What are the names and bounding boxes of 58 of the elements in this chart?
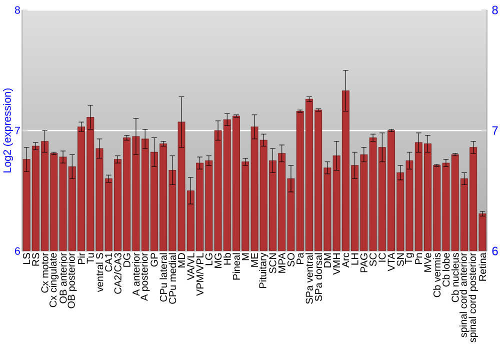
x-tick-label: PAG xyxy=(360,253,368,272)
x-tick-label: VTA xyxy=(388,252,395,272)
x-tick-label: Cx cingulate xyxy=(49,253,59,308)
x-tick-label: Cb lobe xyxy=(442,253,450,287)
x-tick-label: RS xyxy=(32,253,40,266)
x-tick-label: MVe xyxy=(424,253,432,272)
x-tick-label: Pineal xyxy=(232,253,240,280)
x-tick-label: IC xyxy=(378,252,386,262)
x-tick-label: SN xyxy=(396,253,404,266)
x-tick-label: A anterior xyxy=(132,252,140,296)
x-tick-label: Cb vermis xyxy=(433,252,441,298)
x-tick-label: Pa xyxy=(296,252,304,264)
x-tick-label: Pir xyxy=(78,252,85,264)
x-tick-label: MG xyxy=(214,253,222,268)
x-tick-label: Retina xyxy=(478,252,486,281)
x-tick-label: M xyxy=(242,253,249,260)
y-tick-label: 7 xyxy=(15,126,20,134)
y-tick-label: 8 xyxy=(14,6,20,14)
y2-tick-label: 6 xyxy=(492,246,498,256)
x-tick-label: MPA xyxy=(278,252,286,273)
x-tick-label: LH xyxy=(351,253,358,265)
x-tick-label: CPu medial xyxy=(168,253,176,304)
x-tick-label: SO xyxy=(287,253,295,267)
x-tick-label: MD xyxy=(178,253,185,268)
y2-tick-label: 7 xyxy=(492,126,498,135)
x-tick-label: VMH xyxy=(333,253,340,275)
x-tick-label: DM xyxy=(324,253,331,268)
x-tick-label: SPa dorsal xyxy=(314,253,322,302)
x-tick-label: Hb xyxy=(223,253,231,265)
x-tick-label: Tu xyxy=(86,253,94,264)
x-tick-label: LS xyxy=(23,253,30,264)
x-tick-label: SPa ventral xyxy=(306,253,313,304)
x-tick-label: OB posterior xyxy=(67,252,77,308)
x-tick-label: CPu lateral xyxy=(160,253,168,302)
x-tick-label: Cb nucleus xyxy=(451,252,459,302)
x-tick-label: spinal cord anterior xyxy=(460,252,469,338)
x-tick-label: SC xyxy=(369,252,377,266)
x-tick-label: CA2/CA3 xyxy=(114,253,122,294)
x-tick-label: OB anterior xyxy=(59,252,67,304)
y-tick-label: 6 xyxy=(15,247,20,255)
x-tick-label: GP xyxy=(150,253,158,267)
x-tick-label: VA/VL xyxy=(187,252,194,280)
x-tick-label: Pn xyxy=(415,253,422,264)
y-axis-title: Log2 (expression) xyxy=(3,88,14,172)
x-tick-label: SCN xyxy=(269,253,276,274)
x-tick-label: A posterior xyxy=(140,252,150,301)
x-tick-label: Cx motor xyxy=(41,252,48,293)
x-tick-label: Tg xyxy=(405,253,414,264)
x-tick-label: Arc xyxy=(342,252,350,268)
x-tick-label: ME xyxy=(251,253,258,267)
x-tick-label: spinal cord posterior xyxy=(468,252,478,342)
x-tick-label: ventral S xyxy=(96,253,104,292)
x-tick-label: Pituitary xyxy=(258,252,268,288)
x-tick-label: LG xyxy=(205,253,212,266)
x-tick-label: CA1 xyxy=(105,253,112,272)
x-tick-label: DG xyxy=(123,253,130,267)
y2-tick-label: 8 xyxy=(492,6,498,14)
x-tick-label: VPM/VPL xyxy=(196,252,204,296)
